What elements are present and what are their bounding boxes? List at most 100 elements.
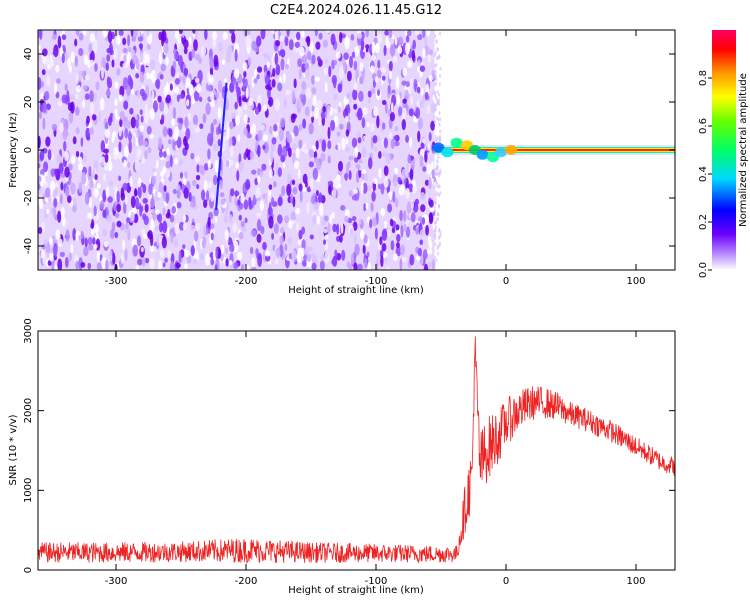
noise-speck <box>59 251 66 257</box>
noise-speck <box>351 215 357 222</box>
noise-speck <box>51 34 57 41</box>
noise-speck <box>151 167 157 173</box>
noise-speck <box>247 56 252 67</box>
noise-speck <box>295 207 301 215</box>
noise-speck <box>268 201 272 215</box>
noise-speck <box>171 205 177 214</box>
noise-speck <box>373 106 378 117</box>
noise-speck <box>174 30 180 40</box>
noise-speck <box>132 54 138 65</box>
noise-speck <box>127 121 131 130</box>
noise-speck <box>102 228 108 237</box>
noise-speck <box>378 37 382 44</box>
noise-speck <box>312 95 317 107</box>
noise-speck <box>238 95 242 109</box>
noise-speck <box>363 135 368 141</box>
noise-speck <box>198 96 203 103</box>
noise-speck <box>250 266 257 270</box>
noise-speck <box>38 111 42 120</box>
noise-speck <box>277 167 282 177</box>
noise-speck <box>371 217 377 227</box>
noise-speck <box>205 82 209 91</box>
noise-speck <box>193 39 198 52</box>
noise-speck <box>279 40 284 50</box>
edge-speck <box>437 184 440 189</box>
noise-speck <box>261 163 267 171</box>
noise-speck <box>381 228 388 241</box>
edge-speck <box>434 221 437 226</box>
noise-speck <box>248 203 253 210</box>
noise-speck <box>295 147 300 159</box>
noise-speck <box>141 156 146 164</box>
noise-speck <box>354 46 360 57</box>
noise-speck <box>64 151 69 162</box>
noise-speck <box>176 201 182 209</box>
noise-speck <box>223 77 227 84</box>
noise-speck <box>108 42 113 56</box>
noise-speck <box>166 166 171 178</box>
noise-speck <box>173 130 179 142</box>
noise-speck <box>175 262 181 269</box>
noise-speck <box>201 189 206 201</box>
noise-speck <box>279 235 284 246</box>
noise-speck <box>169 261 175 270</box>
noise-speck <box>224 229 229 241</box>
x-tick-label: 0 <box>503 276 509 287</box>
noise-speck <box>293 160 300 169</box>
noise-speck <box>196 125 201 133</box>
noise-speck <box>176 189 181 199</box>
noise-speck <box>345 138 349 145</box>
noise-speck <box>273 123 278 132</box>
noise-speck <box>338 106 341 113</box>
noise-speck <box>384 101 388 114</box>
noise-speck <box>426 248 433 255</box>
edge-speck <box>439 73 442 78</box>
noise-speck <box>344 36 350 50</box>
noise-speck <box>179 172 184 179</box>
noise-speck <box>162 165 167 175</box>
noise-speck <box>378 150 382 159</box>
noise-speck <box>59 122 64 133</box>
noise-speck <box>428 199 434 208</box>
noise-speck <box>354 243 360 256</box>
noise-speck <box>122 37 127 46</box>
noise-speck <box>338 31 343 44</box>
noise-speck <box>310 195 316 205</box>
noise-speck <box>107 202 113 212</box>
x-tick-label: -100 <box>365 576 388 587</box>
noise-speck <box>126 84 131 96</box>
noise-speck <box>320 254 324 262</box>
noise-speck <box>123 54 127 64</box>
noise-speck <box>405 41 411 55</box>
noise-speck <box>380 183 385 195</box>
noise-speck <box>259 171 264 178</box>
noise-speck <box>314 76 320 82</box>
edge-speck <box>434 197 437 202</box>
noise-speck <box>84 237 88 248</box>
noise-speck <box>412 185 418 193</box>
noise-speck <box>199 123 204 130</box>
noise-speck <box>285 63 290 70</box>
noise-speck <box>400 219 404 227</box>
noise-speck <box>337 83 343 93</box>
noise-speck <box>120 252 125 265</box>
noise-speck <box>333 177 339 190</box>
noise-speck <box>194 77 200 84</box>
noise-speck <box>253 78 258 84</box>
noise-speck <box>281 185 286 196</box>
noise-speck <box>178 221 185 231</box>
noise-speck <box>119 110 125 121</box>
noise-speck <box>196 164 200 173</box>
noise-speck <box>38 54 42 61</box>
noise-speck <box>253 68 257 79</box>
noise-speck <box>130 211 135 222</box>
noise-speck <box>403 223 407 232</box>
noise-speck <box>142 213 147 221</box>
noise-speck <box>420 142 425 149</box>
noise-speck <box>318 114 322 127</box>
noise-speck <box>191 79 195 86</box>
edge-speck <box>439 191 442 196</box>
noise-speck <box>89 102 95 115</box>
noise-speck <box>44 53 50 66</box>
noise-speck <box>405 187 410 200</box>
